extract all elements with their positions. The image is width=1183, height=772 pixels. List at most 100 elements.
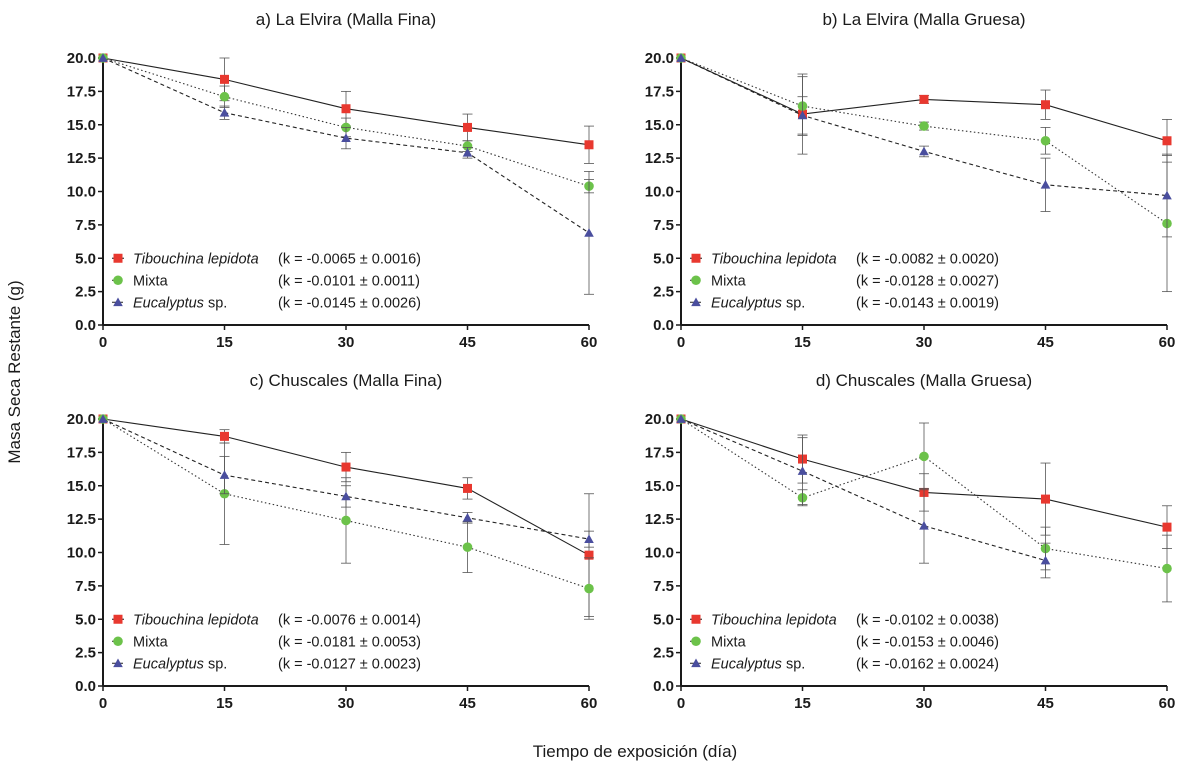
x-tick-label: 0 bbox=[99, 695, 107, 712]
legend-label: Eucalyptus sp. bbox=[133, 656, 227, 672]
legend-marker-circle bbox=[691, 275, 701, 286]
y-tick-label: 10.0 bbox=[67, 545, 96, 562]
data-point-square bbox=[341, 104, 351, 114]
x-tick-label: 15 bbox=[794, 695, 811, 712]
y-tick-label: 17.5 bbox=[645, 83, 674, 100]
y-tick-label: 20.0 bbox=[67, 50, 96, 67]
legend-marker-circle bbox=[113, 275, 123, 286]
y-tick-label: 2.5 bbox=[653, 645, 674, 662]
data-point-circle bbox=[462, 542, 473, 552]
y-axis-label: Masa Seca Restante (g) bbox=[5, 280, 24, 463]
y-tick-label: 15.0 bbox=[645, 117, 674, 134]
data-point-square bbox=[919, 94, 929, 104]
data-point-square bbox=[584, 550, 594, 560]
x-tick-label: 30 bbox=[338, 695, 355, 712]
x-tick-label: 30 bbox=[916, 695, 933, 712]
y-tick-label: 0.0 bbox=[653, 678, 674, 695]
x-tick-label: 60 bbox=[581, 695, 598, 712]
data-point-triangle bbox=[797, 110, 808, 120]
y-tick-label: 10.0 bbox=[67, 184, 96, 201]
y-tick-label: 5.0 bbox=[75, 611, 96, 628]
y-tick-label: 17.5 bbox=[67, 444, 96, 461]
data-point-triangle bbox=[98, 53, 108, 62]
x-tick-label: 15 bbox=[216, 695, 233, 712]
legend-label: Tibouchina lepidota bbox=[133, 251, 259, 267]
y-tick-label: 7.5 bbox=[653, 578, 674, 595]
y-tick-label: 10.0 bbox=[645, 184, 674, 201]
data-point-triangle bbox=[341, 133, 351, 142]
data-point-square bbox=[1041, 494, 1050, 504]
legend-label: Tibouchina lepidota bbox=[711, 251, 837, 267]
legend-marker-square bbox=[691, 614, 701, 624]
data-point-circle bbox=[584, 583, 594, 594]
legend-rate-constant: (k = -0.0076 ± 0.0014) bbox=[278, 612, 421, 628]
data-point-triangle bbox=[919, 146, 929, 156]
legend-label: Tibouchina lepidota bbox=[133, 612, 259, 628]
data-point-triangle bbox=[797, 466, 808, 475]
data-point-circle bbox=[462, 141, 473, 151]
x-tick-label: 30 bbox=[338, 334, 355, 351]
y-tick-label: 2.5 bbox=[75, 645, 96, 662]
x-tick-label: 0 bbox=[99, 334, 107, 351]
panel-title: a) La Elvira (Malla Fina) bbox=[256, 10, 436, 29]
chart-panel-1: a) La Elvira (Malla Fina) 0.0 2.5 5.0 7.5 10.… bbox=[67, 10, 598, 351]
data-point-circle bbox=[1162, 563, 1172, 574]
data-point-square bbox=[220, 431, 229, 441]
y-tick-label: 7.5 bbox=[75, 217, 96, 234]
y-tick-label: 20.0 bbox=[645, 50, 674, 67]
legend-label: Eucalyptus sp. bbox=[711, 295, 805, 311]
legend-label: Mixta bbox=[133, 273, 169, 289]
data-point-triangle bbox=[584, 534, 594, 543]
legend-rate-constant: (k = -0.0181 ± 0.0053) bbox=[278, 634, 421, 650]
legend-label: Eucalyptus sp. bbox=[711, 656, 805, 672]
y-tick-label: 2.5 bbox=[75, 284, 96, 301]
data-point-triangle bbox=[676, 53, 686, 62]
y-tick-label: 5.0 bbox=[653, 611, 674, 628]
data-point-triangle bbox=[98, 414, 108, 423]
x-tick-label: 15 bbox=[216, 334, 233, 351]
y-tick-label: 0.0 bbox=[75, 678, 96, 695]
y-tick-label: 7.5 bbox=[653, 217, 674, 234]
y-tick-label: 15.0 bbox=[67, 117, 96, 134]
y-tick-label: 0.0 bbox=[75, 317, 96, 334]
y-tick-label: 20.0 bbox=[67, 411, 96, 428]
x-tick-label: 0 bbox=[677, 334, 685, 351]
y-tick-label: 15.0 bbox=[67, 478, 96, 495]
series-line-3 bbox=[102, 418, 590, 540]
data-point-circle bbox=[1040, 135, 1051, 146]
data-point-triangle bbox=[341, 491, 351, 501]
x-tick-label: 0 bbox=[677, 695, 685, 712]
y-tick-label: 20.0 bbox=[645, 411, 674, 428]
y-tick-label: 7.5 bbox=[75, 578, 96, 595]
x-tick-label: 45 bbox=[1037, 334, 1054, 351]
legend-marker-circle bbox=[113, 636, 123, 647]
legend-label: Mixta bbox=[711, 634, 747, 650]
x-tick-label: 60 bbox=[1159, 334, 1176, 351]
legend-rate-constant: (k = -0.0127 ± 0.0023) bbox=[278, 656, 421, 672]
legend-marker-square bbox=[691, 253, 701, 263]
data-point-square bbox=[1041, 100, 1050, 110]
x-tick-label: 15 bbox=[794, 334, 811, 351]
chart-panel-4: d) Chuscales (Malla Gruesa) 0.0 2.5 5.0 7.5 1… bbox=[645, 371, 1176, 712]
y-tick-label: 12.5 bbox=[67, 150, 96, 167]
legend-marker-square bbox=[113, 614, 123, 624]
series-line-3 bbox=[680, 418, 1046, 562]
data-point-triangle bbox=[1040, 555, 1051, 565]
legend-rate-constant: (k = -0.0143 ± 0.0019) bbox=[856, 295, 999, 311]
panel-title: b) La Elvira (Malla Gruesa) bbox=[822, 10, 1025, 29]
data-point-triangle bbox=[676, 414, 686, 423]
legend-rate-constant: (k = -0.0102 ± 0.0038) bbox=[856, 612, 999, 628]
y-tick-label: 17.5 bbox=[67, 83, 96, 100]
x-tick-label: 30 bbox=[916, 334, 933, 351]
legend-marker-triangle bbox=[113, 658, 123, 668]
x-tick-label: 45 bbox=[1037, 695, 1054, 712]
legend-label: Tibouchina lepidota bbox=[711, 612, 837, 628]
data-point-square bbox=[341, 462, 351, 472]
data-point-circle bbox=[219, 91, 230, 102]
y-tick-label: 17.5 bbox=[645, 444, 674, 461]
data-point-triangle bbox=[919, 521, 929, 530]
legend-label: Eucalyptus sp. bbox=[133, 295, 227, 311]
data-point-triangle bbox=[462, 147, 473, 157]
legend-marker-triangle bbox=[113, 297, 123, 307]
